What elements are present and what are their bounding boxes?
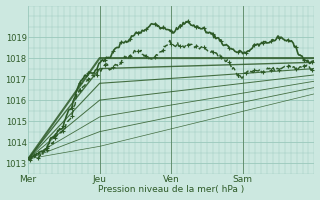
X-axis label: Pression niveau de la mer( hPa ): Pression niveau de la mer( hPa ) [98, 185, 244, 194]
